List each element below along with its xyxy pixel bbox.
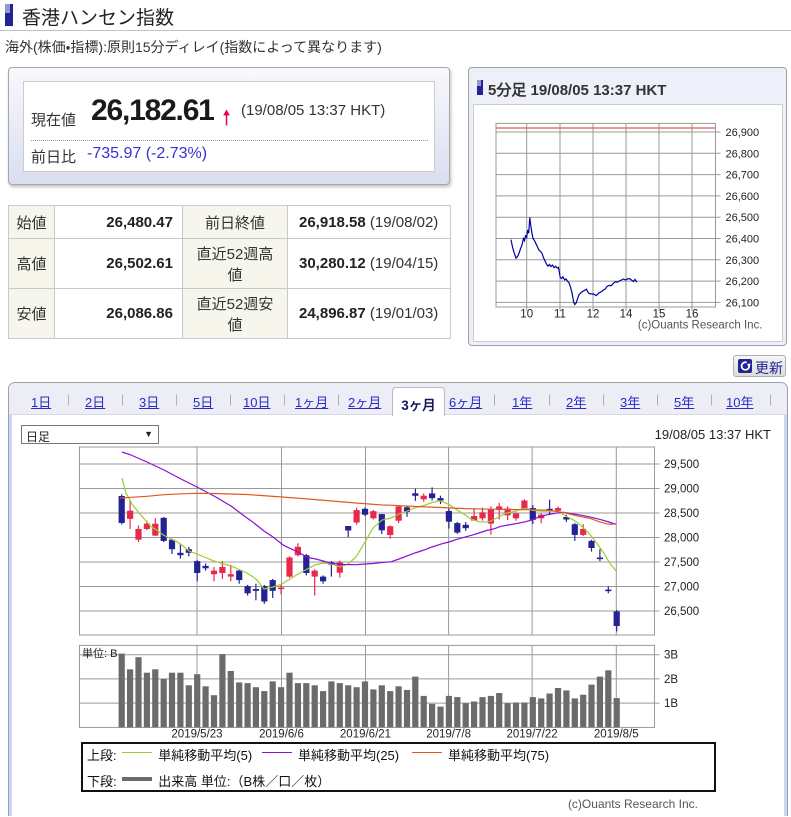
svg-text:2019/7/22: 2019/7/22 xyxy=(507,729,558,741)
svg-text:15: 15 xyxy=(653,309,666,321)
svg-text:26,900: 26,900 xyxy=(726,127,760,139)
svg-text:26,500: 26,500 xyxy=(664,606,699,618)
svg-text:2019/7/8: 2019/7/8 xyxy=(426,729,471,741)
svg-text:27,500: 27,500 xyxy=(664,557,699,569)
svg-text:28,500: 28,500 xyxy=(664,508,699,520)
svg-text:29,500: 29,500 xyxy=(664,459,699,471)
svg-text:14: 14 xyxy=(620,309,633,321)
svg-text:26,400: 26,400 xyxy=(726,234,760,246)
svg-text:26,500: 26,500 xyxy=(726,212,760,224)
svg-text:27,000: 27,000 xyxy=(664,582,699,594)
svg-text:26,100: 26,100 xyxy=(726,297,760,309)
svg-text:12: 12 xyxy=(587,309,600,321)
svg-text:2019/8/5: 2019/8/5 xyxy=(594,729,639,741)
svg-text:26,200: 26,200 xyxy=(726,276,760,288)
svg-text:2019/5/23: 2019/5/23 xyxy=(171,729,222,741)
svg-text:26,700: 26,700 xyxy=(726,170,760,182)
svg-text:単位: B: 単位: B xyxy=(82,646,117,660)
svg-text:3B: 3B xyxy=(664,650,678,662)
svg-text:11: 11 xyxy=(554,309,566,321)
svg-text:28,000: 28,000 xyxy=(664,533,699,545)
svg-text:26,300: 26,300 xyxy=(726,255,760,267)
svg-text:(c)Ouants Research Inc.: (c)Ouants Research Inc. xyxy=(638,320,763,332)
svg-text:2B: 2B xyxy=(664,674,678,686)
svg-text:1B: 1B xyxy=(664,698,678,710)
svg-text:2019/6/21: 2019/6/21 xyxy=(340,729,391,741)
svg-text:26,800: 26,800 xyxy=(726,148,760,160)
svg-text:2019/6/6: 2019/6/6 xyxy=(259,729,304,741)
svg-text:26,600: 26,600 xyxy=(726,191,760,203)
svg-text:29,000: 29,000 xyxy=(664,484,699,496)
svg-text:10: 10 xyxy=(520,309,533,321)
svg-text:16: 16 xyxy=(686,309,699,321)
